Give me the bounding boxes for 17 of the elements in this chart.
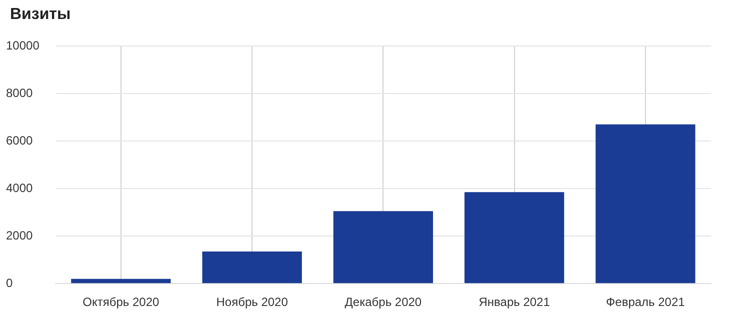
y-tick-label: 0: [6, 276, 13, 290]
y-tick-label: 10000: [6, 38, 40, 52]
bar: [464, 192, 564, 284]
y-tick-label: 8000: [6, 86, 34, 100]
x-tick-label: Январь 2021: [478, 295, 550, 310]
x-tick-label: Февраль 2021: [606, 295, 686, 310]
y-tick-label: 4000: [6, 180, 34, 195]
bar: [333, 211, 434, 284]
y-tick-label: 6000: [6, 133, 34, 148]
x-tick-label: Октябрь 2020: [82, 295, 160, 310]
y-tick-label: 2000: [6, 228, 34, 242]
chart-title: Визиты: [10, 6, 71, 24]
bar: [202, 252, 302, 284]
x-tick-label: Ноябрь 2020: [216, 295, 288, 310]
x-tick-label: Декабрь 2020: [344, 295, 422, 310]
bar: [71, 278, 171, 284]
bar: [596, 124, 696, 284]
